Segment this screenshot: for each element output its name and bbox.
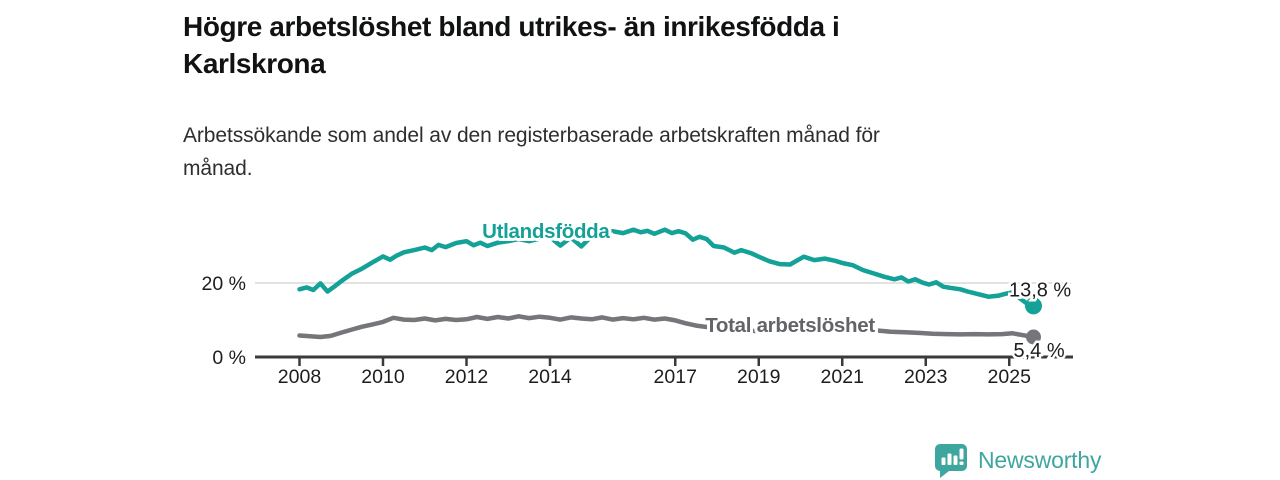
x-tick-label-2021: 2021 <box>821 366 864 388</box>
x-tick-label-2019: 2019 <box>737 366 780 388</box>
y-tick-label-0: 0 % <box>212 347 246 369</box>
newsworthy-logo[interactable]: Newsworthy <box>933 442 1101 479</box>
end-value-label-total-arbetsl-shet: 5,4 % <box>1013 340 1064 362</box>
subtitle-line-2: månad. <box>183 157 253 180</box>
bar-medium <box>953 455 958 465</box>
x-tick-label-2014: 2014 <box>528 366 572 388</box>
x-tick-label-2017: 2017 <box>654 366 697 388</box>
x-tick-label-2008: 2008 <box>278 366 321 388</box>
subtitle-line-1: Arbetssökande som andel av den registerb… <box>183 124 880 147</box>
series-line-total-arbetsl-shet <box>297 314 1036 340</box>
end-dot-utlandsf-dda <box>1025 297 1042 315</box>
brand-name: Newsworthy <box>978 447 1102 473</box>
x-tick-label-2025: 2025 <box>988 366 1032 388</box>
bar-tall <box>947 453 952 465</box>
page-subtitle: Arbetssökande som andel av den registerb… <box>183 119 880 185</box>
exclamation-bar <box>959 448 964 460</box>
x-tick-label-2023: 2023 <box>904 366 947 388</box>
y-tick-label-20: 20 % <box>202 273 246 295</box>
bar-small <box>941 457 946 465</box>
end-value-label-utlandsf-dda: 13,8 % <box>1009 279 1071 301</box>
series-label-total-arbetsl-shet: Total arbetslöshet <box>705 314 875 337</box>
end-dot-total-arbetsl-shet <box>1026 329 1041 345</box>
title-line-2: Karlskrona <box>183 48 326 79</box>
series-line-utlandsf-dda <box>297 227 1036 309</box>
x-tick-label-2012: 2012 <box>445 366 488 388</box>
page-title: Högre arbetslöshet bland utrikes- än inr… <box>183 8 840 82</box>
series-label-utlandsf-dda: Utlandsfödda <box>482 220 610 243</box>
bar-chart-exclamation-badge-icon <box>935 444 967 478</box>
title-line-1: Högre arbetslöshet bland utrikes- än inr… <box>183 11 840 42</box>
exclamation-dot <box>959 461 964 465</box>
x-tick-label-2010: 2010 <box>361 366 405 388</box>
